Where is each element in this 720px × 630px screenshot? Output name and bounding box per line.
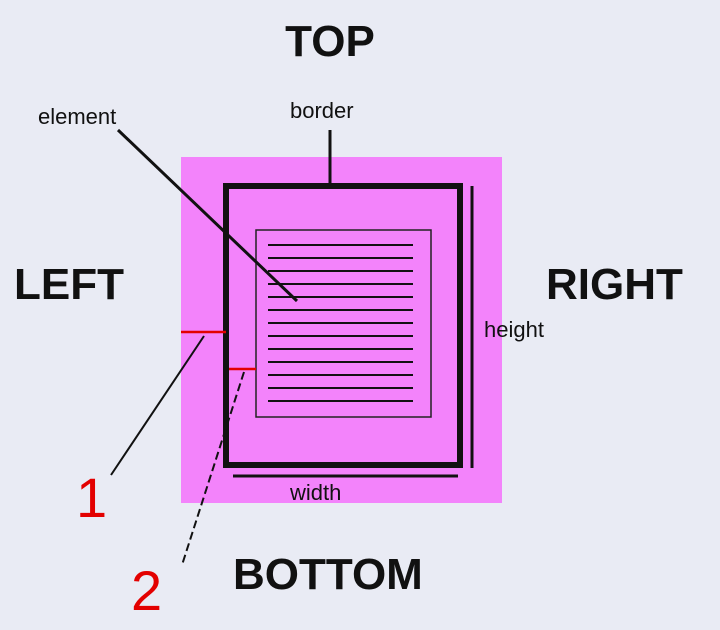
- content-box: [255, 229, 432, 418]
- left-label: LEFT: [14, 260, 124, 309]
- callout-2-number: 2: [131, 559, 162, 622]
- callout-2-leader: [181, 371, 245, 566]
- callout-1-number: 1: [76, 466, 107, 529]
- element-label: element: [38, 104, 116, 129]
- border-box: [223, 183, 463, 468]
- border-label: border: [290, 98, 354, 123]
- top-label: TOP: [285, 17, 375, 66]
- right-label: RIGHT: [546, 260, 683, 309]
- callout-1-leader: [110, 335, 205, 476]
- content-text-lines: [268, 244, 413, 402]
- element-leader-line: [116, 128, 299, 303]
- margin-area: [181, 157, 502, 503]
- height-label: height: [484, 317, 544, 342]
- width-label: width: [289, 480, 341, 505]
- bottom-label: BOTTOM: [233, 550, 423, 599]
